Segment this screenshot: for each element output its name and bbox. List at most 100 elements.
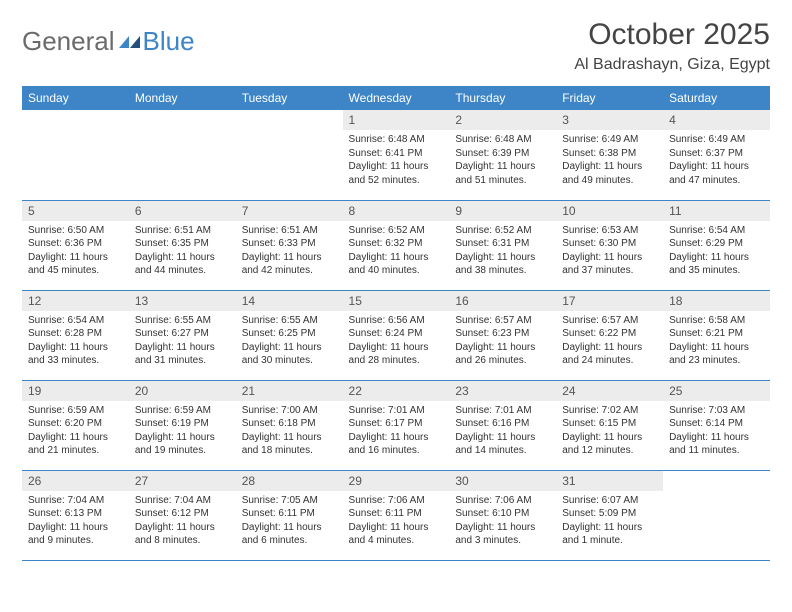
calendar-cell: 22Sunrise: 7:01 AMSunset: 6:17 PMDayligh… (343, 380, 450, 470)
day-number: 3 (556, 110, 663, 130)
day-details: Sunrise: 6:54 AMSunset: 6:28 PMDaylight:… (22, 311, 129, 372)
calendar-cell: 9Sunrise: 6:52 AMSunset: 6:31 PMDaylight… (449, 200, 556, 290)
day-details: Sunrise: 7:04 AMSunset: 6:13 PMDaylight:… (22, 491, 129, 552)
calendar-cell: 11Sunrise: 6:54 AMSunset: 6:29 PMDayligh… (663, 200, 770, 290)
calendar-week-row: 1Sunrise: 6:48 AMSunset: 6:41 PMDaylight… (22, 110, 770, 200)
calendar-cell: 18Sunrise: 6:58 AMSunset: 6:21 PMDayligh… (663, 290, 770, 380)
day-number: 18 (663, 291, 770, 311)
day-number: 15 (343, 291, 450, 311)
day-number: 1 (343, 110, 450, 130)
day-number: 13 (129, 291, 236, 311)
calendar-cell (22, 110, 129, 200)
day-details: Sunrise: 6:50 AMSunset: 6:36 PMDaylight:… (22, 221, 129, 282)
day-details: Sunrise: 7:02 AMSunset: 6:15 PMDaylight:… (556, 401, 663, 462)
day-number: 21 (236, 381, 343, 401)
calendar-cell: 31Sunrise: 6:07 AMSunset: 5:09 PMDayligh… (556, 470, 663, 560)
day-details: Sunrise: 6:55 AMSunset: 6:27 PMDaylight:… (129, 311, 236, 372)
calendar-week-row: 5Sunrise: 6:50 AMSunset: 6:36 PMDaylight… (22, 200, 770, 290)
calendar-cell: 27Sunrise: 7:04 AMSunset: 6:12 PMDayligh… (129, 470, 236, 560)
day-number: 10 (556, 201, 663, 221)
day-number: 23 (449, 381, 556, 401)
calendar-week-row: 26Sunrise: 7:04 AMSunset: 6:13 PMDayligh… (22, 470, 770, 560)
day-number: 7 (236, 201, 343, 221)
day-details: Sunrise: 7:04 AMSunset: 6:12 PMDaylight:… (129, 491, 236, 552)
calendar-cell: 25Sunrise: 7:03 AMSunset: 6:14 PMDayligh… (663, 380, 770, 470)
day-number: 26 (22, 471, 129, 491)
day-details: Sunrise: 6:58 AMSunset: 6:21 PMDaylight:… (663, 311, 770, 372)
header: General Blue October 2025 Al Badrashayn,… (22, 18, 770, 74)
day-details: Sunrise: 6:52 AMSunset: 6:31 PMDaylight:… (449, 221, 556, 282)
calendar-cell (236, 110, 343, 200)
day-details: Sunrise: 6:51 AMSunset: 6:33 PMDaylight:… (236, 221, 343, 282)
calendar-cell: 17Sunrise: 6:57 AMSunset: 6:22 PMDayligh… (556, 290, 663, 380)
day-number: 27 (129, 471, 236, 491)
logo-icon (115, 26, 141, 57)
calendar-cell: 4Sunrise: 6:49 AMSunset: 6:37 PMDaylight… (663, 110, 770, 200)
calendar-cell: 6Sunrise: 6:51 AMSunset: 6:35 PMDaylight… (129, 200, 236, 290)
day-number: 30 (449, 471, 556, 491)
day-details: Sunrise: 6:49 AMSunset: 6:38 PMDaylight:… (556, 130, 663, 191)
weekday-header-row: Sunday Monday Tuesday Wednesday Thursday… (22, 86, 770, 110)
weekday-header: Friday (556, 86, 663, 110)
day-number: 5 (22, 201, 129, 221)
day-details: Sunrise: 6:59 AMSunset: 6:20 PMDaylight:… (22, 401, 129, 462)
weekday-header: Tuesday (236, 86, 343, 110)
calendar-cell: 15Sunrise: 6:56 AMSunset: 6:24 PMDayligh… (343, 290, 450, 380)
calendar-cell: 14Sunrise: 6:55 AMSunset: 6:25 PMDayligh… (236, 290, 343, 380)
calendar-cell: 16Sunrise: 6:57 AMSunset: 6:23 PMDayligh… (449, 290, 556, 380)
day-number: 16 (449, 291, 556, 311)
day-details: Sunrise: 6:53 AMSunset: 6:30 PMDaylight:… (556, 221, 663, 282)
day-details: Sunrise: 7:06 AMSunset: 6:11 PMDaylight:… (343, 491, 450, 552)
day-number: 4 (663, 110, 770, 130)
day-number: 31 (556, 471, 663, 491)
day-number: 20 (129, 381, 236, 401)
day-details: Sunrise: 7:03 AMSunset: 6:14 PMDaylight:… (663, 401, 770, 462)
calendar-cell: 2Sunrise: 6:48 AMSunset: 6:39 PMDaylight… (449, 110, 556, 200)
day-details: Sunrise: 6:51 AMSunset: 6:35 PMDaylight:… (129, 221, 236, 282)
day-details: Sunrise: 7:05 AMSunset: 6:11 PMDaylight:… (236, 491, 343, 552)
day-number: 12 (22, 291, 129, 311)
day-details: Sunrise: 7:01 AMSunset: 6:17 PMDaylight:… (343, 401, 450, 462)
day-number: 25 (663, 381, 770, 401)
day-number: 19 (22, 381, 129, 401)
page-title: October 2025 (574, 18, 770, 52)
calendar-body: 1Sunrise: 6:48 AMSunset: 6:41 PMDaylight… (22, 110, 770, 560)
calendar-cell: 3Sunrise: 6:49 AMSunset: 6:38 PMDaylight… (556, 110, 663, 200)
day-details: Sunrise: 6:54 AMSunset: 6:29 PMDaylight:… (663, 221, 770, 282)
calendar-cell: 28Sunrise: 7:05 AMSunset: 6:11 PMDayligh… (236, 470, 343, 560)
calendar-cell: 13Sunrise: 6:55 AMSunset: 6:27 PMDayligh… (129, 290, 236, 380)
day-details: Sunrise: 7:00 AMSunset: 6:18 PMDaylight:… (236, 401, 343, 462)
day-number: 14 (236, 291, 343, 311)
logo-text-1: General (22, 26, 115, 57)
day-details: Sunrise: 6:59 AMSunset: 6:19 PMDaylight:… (129, 401, 236, 462)
logo: General Blue (22, 18, 195, 57)
calendar-table: Sunday Monday Tuesday Wednesday Thursday… (22, 86, 770, 561)
calendar-week-row: 12Sunrise: 6:54 AMSunset: 6:28 PMDayligh… (22, 290, 770, 380)
calendar-cell: 23Sunrise: 7:01 AMSunset: 6:16 PMDayligh… (449, 380, 556, 470)
day-number: 6 (129, 201, 236, 221)
calendar-week-row: 19Sunrise: 6:59 AMSunset: 6:20 PMDayligh… (22, 380, 770, 470)
calendar-cell: 10Sunrise: 6:53 AMSunset: 6:30 PMDayligh… (556, 200, 663, 290)
logo-text-2: Blue (143, 26, 195, 57)
calendar-cell: 24Sunrise: 7:02 AMSunset: 6:15 PMDayligh… (556, 380, 663, 470)
day-number: 11 (663, 201, 770, 221)
weekday-header: Thursday (449, 86, 556, 110)
location: Al Badrashayn, Giza, Egypt (574, 56, 770, 74)
calendar-cell: 7Sunrise: 6:51 AMSunset: 6:33 PMDaylight… (236, 200, 343, 290)
title-block: October 2025 Al Badrashayn, Giza, Egypt (574, 18, 770, 74)
weekday-header: Monday (129, 86, 236, 110)
calendar-cell: 8Sunrise: 6:52 AMSunset: 6:32 PMDaylight… (343, 200, 450, 290)
day-number: 29 (343, 471, 450, 491)
calendar-cell: 30Sunrise: 7:06 AMSunset: 6:10 PMDayligh… (449, 470, 556, 560)
calendar-cell (663, 470, 770, 560)
calendar-cell: 20Sunrise: 6:59 AMSunset: 6:19 PMDayligh… (129, 380, 236, 470)
day-number: 17 (556, 291, 663, 311)
weekday-header: Saturday (663, 86, 770, 110)
day-details: Sunrise: 7:01 AMSunset: 6:16 PMDaylight:… (449, 401, 556, 462)
calendar-cell: 12Sunrise: 6:54 AMSunset: 6:28 PMDayligh… (22, 290, 129, 380)
day-number: 22 (343, 381, 450, 401)
calendar-cell (129, 110, 236, 200)
calendar-cell: 1Sunrise: 6:48 AMSunset: 6:41 PMDaylight… (343, 110, 450, 200)
weekday-header: Sunday (22, 86, 129, 110)
day-details: Sunrise: 6:57 AMSunset: 6:23 PMDaylight:… (449, 311, 556, 372)
